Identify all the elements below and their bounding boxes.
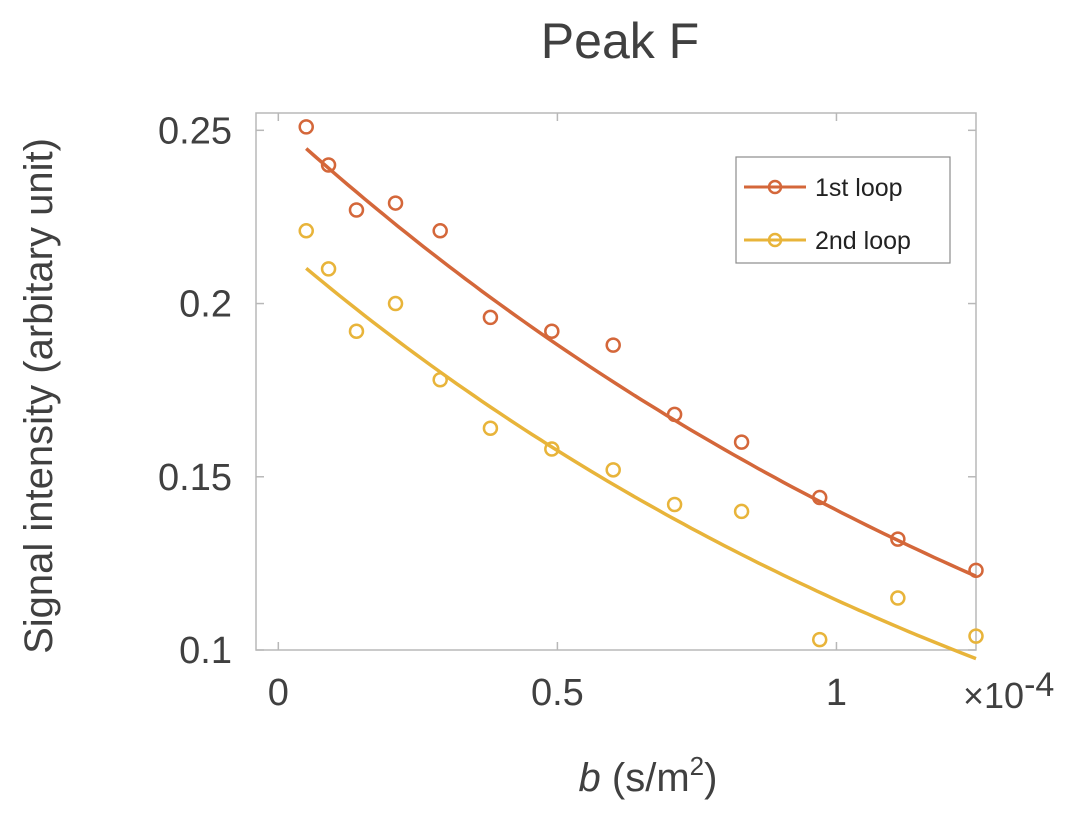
data-markers: [298, 119, 984, 648]
x-tick-labels: 0 0.5 1: [268, 672, 847, 714]
data-point-1st-loop: [605, 337, 621, 353]
y-tick-label: 0.1: [179, 630, 232, 672]
legend-marker-1st-loop: [767, 179, 783, 195]
y-tick-label: 0.25: [158, 110, 232, 152]
fit-curves: [305, 147, 977, 661]
data-point-2nd-loop: [482, 420, 499, 437]
data-point-2nd-loop: [968, 628, 984, 644]
data-point-1st-loop: [666, 406, 683, 423]
y-tick-label: 0.2: [179, 284, 232, 326]
y-tick-label: 0.15: [158, 457, 232, 499]
y-tick-labels: 0.1 0.15 0.2 0.25: [158, 110, 232, 672]
data-point-2nd-loop: [605, 462, 621, 478]
data-point-1st-loop: [544, 323, 560, 340]
axis-ticks: [256, 113, 976, 651]
data-point-2nd-loop: [348, 323, 365, 340]
x-tick-label: 1: [826, 672, 847, 714]
legend-marker-2nd-loop: [767, 232, 783, 248]
data-point-1st-loop: [432, 223, 448, 239]
data-point-2nd-loop: [733, 503, 750, 520]
data-point-1st-loop: [968, 562, 984, 579]
legend-label-2nd-loop: 2nd loop: [815, 227, 911, 255]
data-point-1st-loop: [320, 157, 337, 173]
data-point-1st-loop: [482, 309, 499, 326]
data-point-1st-loop: [348, 202, 365, 218]
x-axis-label: b (s/m2): [579, 751, 718, 800]
y-axis-label: Signal intensity (arbitary unit): [17, 138, 61, 654]
x-tick-label: 0.5: [531, 672, 584, 714]
legend: 1st loop 2nd loop: [735, 156, 951, 264]
data-point-2nd-loop: [544, 441, 560, 457]
fit-line-1st-loop: [305, 147, 977, 578]
data-point-2nd-loop: [666, 496, 683, 513]
data-point-1st-loop: [387, 195, 404, 211]
data-point-1st-loop: [890, 531, 906, 547]
x-axis-multiplier: ×10-4: [963, 666, 1054, 716]
data-point-2nd-loop: [387, 295, 404, 312]
x-tick-label: 0: [268, 672, 289, 714]
chart-title: Peak F: [541, 13, 699, 69]
data-point-2nd-loop: [320, 261, 337, 277]
data-point-2nd-loop: [432, 372, 448, 388]
data-point-2nd-loop: [298, 223, 314, 239]
data-point-2nd-loop: [811, 631, 828, 648]
data-point-1st-loop: [811, 489, 828, 506]
data-point-1st-loop: [733, 434, 750, 450]
fit-line-2nd-loop: [305, 266, 977, 661]
data-point-2nd-loop: [890, 590, 906, 606]
legend-label-1st-loop: 1st loop: [815, 174, 903, 202]
data-point-1st-loop: [298, 119, 314, 135]
